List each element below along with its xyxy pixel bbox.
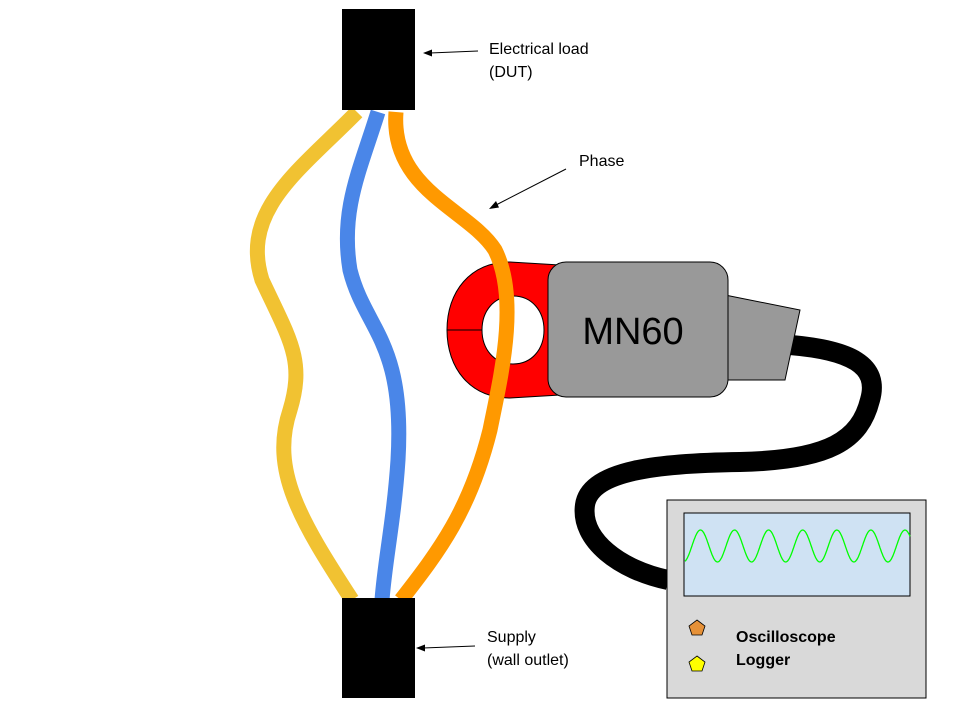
clamp-connector <box>724 294 801 381</box>
load-pointer-arrow <box>423 49 479 57</box>
oscilloscope-logger-device: Oscilloscope Logger <box>666 499 927 699</box>
pentagon-icon <box>688 655 706 672</box>
legend-logger-label: Logger <box>736 652 790 669</box>
legend-oscilloscope-label: Oscilloscope <box>736 629 836 646</box>
waveform-trace <box>684 529 911 563</box>
pentagon-icon <box>688 619 706 636</box>
clamp-output-cable <box>574 335 882 590</box>
phase-wire <box>388 111 515 605</box>
clamp-body <box>547 261 729 398</box>
clamp-model-label: MN60 <box>582 311 683 353</box>
load-label-line2: (DUT) <box>489 64 533 81</box>
supply-pointer-arrow <box>416 644 476 652</box>
phase-label: Phase <box>579 153 624 170</box>
electrical-load-block <box>342 9 415 110</box>
supply-label-line2: (wall outlet) <box>487 652 569 669</box>
neutral-wire <box>249 106 363 605</box>
current-clamp-mn60: MN60 <box>547 261 801 398</box>
earth-wire <box>339 109 407 601</box>
phase-pointer-arrow <box>489 168 567 209</box>
load-label-line1: Electrical load <box>489 41 589 58</box>
supply-outlet-block <box>342 598 415 698</box>
supply-label-line1: Supply <box>487 629 536 646</box>
scope-screen <box>683 512 911 597</box>
